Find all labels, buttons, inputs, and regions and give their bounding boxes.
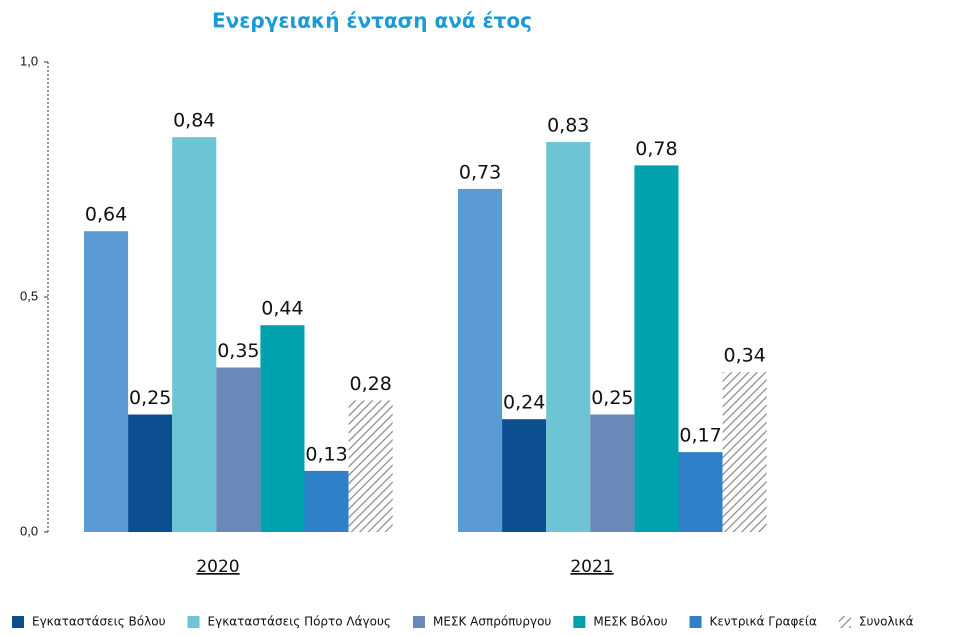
legend-label: Εγκαταστάσεις Βόλου: [32, 615, 166, 629]
bar: [546, 141, 591, 532]
bar: [722, 372, 767, 532]
legend-swatch: [12, 616, 24, 628]
y-tick-label: 1,0: [20, 53, 38, 68]
bar: [304, 470, 349, 532]
value-label: 0,25: [591, 387, 633, 409]
value-label: 0,13: [305, 443, 347, 465]
bar: [348, 400, 393, 532]
value-label: 0,35: [217, 340, 259, 362]
value-label: 0,28: [349, 373, 391, 395]
y-tick-label: 0,0: [20, 523, 38, 538]
legend-label: Συνολικά: [859, 615, 914, 629]
bar: [216, 367, 261, 532]
value-label: 0,24: [503, 392, 545, 414]
value-label: 0,83: [547, 114, 589, 136]
bar: [502, 419, 547, 532]
legend-label: ΜΕΣΚ Βόλου: [593, 615, 667, 629]
bar: [172, 137, 217, 532]
y-tick-label: 0,5: [20, 288, 38, 303]
bar: [634, 165, 679, 532]
bar: [260, 325, 305, 532]
legend-swatch: [573, 616, 586, 628]
value-label: 0,78: [635, 138, 677, 160]
bar: [84, 231, 129, 532]
bar: [678, 452, 723, 532]
legend-swatch: [412, 616, 425, 628]
legend-label: ΜΕΣΚ Ασπρόπυργου: [433, 615, 551, 629]
x-tick-label: 2021: [570, 557, 613, 577]
legend-label: Εγκαταστάσεις Πόρτο Λάγους: [208, 615, 391, 629]
value-label: 0,34: [723, 345, 765, 367]
value-label: 0,44: [261, 298, 303, 320]
legend-swatch: [689, 616, 702, 628]
legend-swatch: [187, 616, 200, 628]
bar: [128, 414, 173, 532]
value-label: 0,25: [129, 387, 171, 409]
chart-title: Ενεργειακή ένταση ανά έτος: [212, 9, 532, 33]
bar: [590, 414, 635, 532]
value-label: 0,17: [679, 425, 721, 447]
value-label: 0,64: [85, 204, 127, 226]
bar: [458, 188, 503, 532]
value-label: 0,84: [173, 110, 215, 132]
legend-label: Κεντρικά Γραφεία: [710, 615, 817, 629]
legend-swatch: [838, 616, 851, 628]
value-label: 0,73: [459, 161, 501, 183]
x-tick-label: 2020: [196, 557, 239, 577]
